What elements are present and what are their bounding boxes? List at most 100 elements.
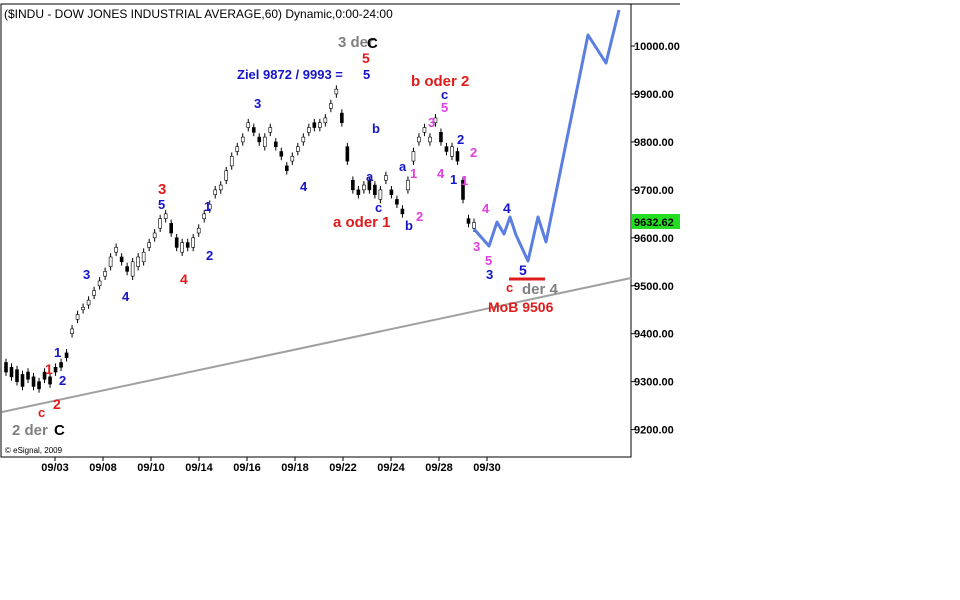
y-tick-label: 9300.00 [634, 377, 674, 389]
last-price-label: 9632.62 [634, 217, 674, 229]
y-tick-label: 9700.00 [634, 185, 674, 197]
price-bar-body [53, 366, 58, 373]
wave-label-4: 4 [437, 166, 445, 181]
price-bar-body [268, 127, 273, 133]
x-tick-label: 09/28 [425, 462, 453, 474]
chart-title: ($INDU - DOW JONES INDUSTRIAL AVERAGE,60… [4, 7, 393, 21]
mob-label: MoB 9506 [488, 299, 554, 315]
price-bar-body [136, 256, 140, 267]
price-bar-body [119, 256, 124, 263]
price-bar-body [422, 127, 427, 133]
y-tick-label: 9800.00 [634, 137, 674, 149]
price-bar-body [428, 136, 432, 143]
price-bar-body [444, 146, 449, 152]
price-bar-body [367, 179, 372, 191]
wave-label-4: 4 [300, 179, 308, 194]
price-bar-body [213, 189, 218, 195]
wave-label-a: a [366, 169, 374, 184]
price-bar-body [395, 199, 399, 205]
price-bar-body [158, 218, 162, 229]
wave-label-der-4: der 4 [522, 281, 559, 298]
price-bar-body [42, 371, 47, 380]
price-bar-body [450, 146, 454, 157]
wave-label-5: 5 [485, 253, 492, 268]
wave-label-2: 2 [416, 209, 423, 224]
wave-label-2: 2 [206, 248, 213, 263]
wave-label-1: 1 [45, 361, 53, 377]
price-bar-body [455, 151, 460, 162]
price-bar-body [185, 242, 190, 248]
price-bar-body [218, 184, 223, 191]
price-bar-body [345, 146, 350, 162]
price-bar-body [163, 213, 168, 219]
x-axis: 09/03 09/08 09/10 09/14 09/16 09/18 09/22 09/24… [41, 457, 501, 474]
price-bar-body [114, 247, 118, 253]
y-tick-label: 9500.00 [634, 281, 674, 293]
price-bar-body [196, 227, 201, 234]
price-bar-body [340, 112, 344, 124]
wave-label-c: c [375, 200, 382, 215]
price-bar-body [174, 237, 179, 248]
wave-label-c: c [506, 280, 513, 295]
price-bar-body [235, 146, 240, 152]
wave-label-1: 1 [54, 345, 61, 360]
x-tick-label: 09/14 [185, 462, 213, 474]
price-bar-body [351, 179, 355, 191]
y-tick-label: 9600.00 [634, 233, 674, 245]
wave-label-b: b [405, 218, 413, 233]
price-bar-body [246, 122, 251, 128]
price-bar-body [9, 366, 14, 378]
wave-label-C: C [54, 422, 65, 439]
price-bar-body [37, 381, 41, 390]
price-bar-body [433, 117, 438, 124]
wave-label-5: 5 [441, 100, 448, 115]
x-tick-label: 09/18 [281, 462, 309, 474]
price-bar-body [207, 203, 212, 210]
last-price-badge: 9632.62 [632, 214, 680, 229]
price-bar-body [318, 122, 322, 128]
price-bar-body [147, 242, 151, 248]
price-bar-body [301, 136, 306, 143]
price-bar-body [152, 232, 157, 239]
forecast-series [472, 9, 621, 263]
x-tick-label: 09/24 [377, 462, 405, 474]
wave-label-c: c [38, 405, 45, 420]
price-bar-body [400, 208, 405, 215]
price-bar-body [334, 88, 339, 95]
wave-label-4: 4 [482, 201, 490, 216]
forecast-path [472, 9, 621, 263]
price-bar-body [20, 374, 25, 387]
price-bar-body [389, 189, 394, 195]
price-bar-body [323, 117, 328, 124]
wave-label-1: 1 [204, 199, 211, 214]
price-bar-body [81, 307, 85, 311]
price-bar-body [202, 213, 207, 219]
price-bar-body [466, 218, 471, 224]
target-label: Ziel 9872 / 9993 = [237, 67, 343, 82]
price-bar-body [169, 223, 173, 234]
wave-label-a: a [399, 159, 407, 174]
wave-label-1: 1 [450, 172, 457, 187]
price-bar-body [411, 151, 416, 162]
wave-label-5: 5 [363, 67, 370, 82]
price-bar-body [141, 251, 146, 263]
wave-label-2: 2 [457, 132, 464, 147]
price-bar-body [70, 328, 74, 334]
support-trendline [1, 277, 632, 413]
y-tick-label: 9900.00 [634, 89, 674, 101]
price-bar-body [125, 266, 129, 272]
price-bar-body [290, 155, 295, 162]
price-bar-body [59, 362, 63, 368]
wave-label-5: 5 [519, 262, 527, 278]
plot-area [0, 3, 632, 458]
wave-label-4: 4 [180, 271, 188, 287]
price-bar-body [92, 290, 96, 296]
y-tick-label: 9200.00 [634, 425, 674, 437]
wave-label-3: 3 [158, 181, 166, 198]
x-tick-label: 09/30 [473, 462, 501, 474]
x-tick-label: 09/03 [41, 462, 69, 474]
price-bar-body [417, 136, 421, 143]
price-bar-body [356, 189, 361, 195]
